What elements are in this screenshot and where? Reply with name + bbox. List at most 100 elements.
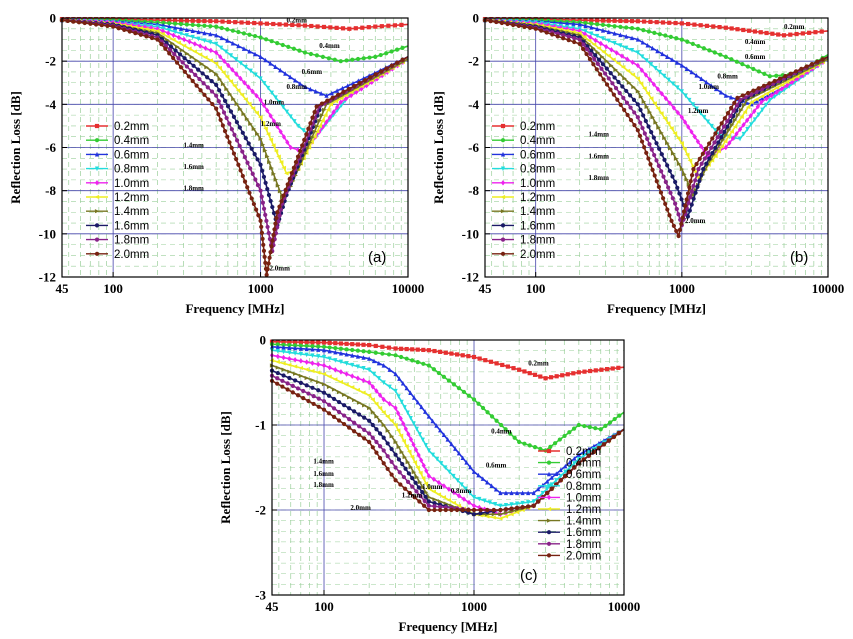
data-point [296, 123, 301, 129]
data-point [635, 89, 641, 94]
data-point [503, 514, 509, 519]
data-point [245, 20, 250, 25]
data-point [652, 152, 657, 158]
curve-annotation: 1.6mm [183, 163, 204, 171]
data-point [565, 372, 570, 377]
data-point [332, 57, 337, 62]
data-point [532, 372, 538, 377]
data-point [531, 499, 536, 504]
data-point [595, 33, 600, 39]
data-point [314, 129, 320, 134]
data-point [638, 107, 643, 112]
data-point [262, 81, 267, 86]
data-point [728, 119, 733, 124]
data-point [735, 119, 741, 124]
data-point [752, 29, 758, 34]
data-point [582, 369, 587, 374]
data-point [189, 54, 195, 60]
series-line-0.4mm [271, 343, 625, 452]
data-point [331, 396, 337, 402]
data-point [728, 113, 733, 119]
legend-marker [500, 151, 506, 157]
data-point [494, 418, 499, 423]
data-point [675, 136, 681, 141]
data-point [583, 18, 588, 23]
data-point [485, 410, 490, 415]
curve-annotation: 2.0mm [350, 504, 371, 512]
data-point [488, 19, 493, 24]
data-point [630, 59, 635, 66]
data-point [367, 343, 372, 348]
data-point [613, 67, 618, 72]
data-point [287, 375, 292, 381]
data-point [491, 507, 496, 513]
data-point [745, 90, 751, 96]
data-point [650, 45, 655, 51]
data-point [269, 90, 274, 96]
data-point [679, 166, 685, 172]
data-point [591, 62, 596, 67]
data-point [661, 196, 666, 201]
data-point [671, 223, 676, 229]
data-point [416, 452, 421, 458]
data-point [728, 94, 734, 100]
data-point [639, 139, 645, 144]
data-point [218, 54, 223, 60]
data-point [196, 67, 201, 72]
data-point [554, 478, 559, 483]
data-point [284, 171, 289, 176]
data-point [704, 79, 709, 85]
legend-marker [94, 251, 100, 256]
data-point [426, 495, 432, 500]
data-point [729, 26, 734, 31]
data-point [321, 390, 327, 395]
data-point [205, 75, 210, 80]
data-point [321, 362, 327, 369]
data-point [214, 72, 219, 77]
data-point [264, 37, 269, 42]
data-point [258, 115, 263, 120]
data-point [338, 59, 343, 64]
data-point [376, 360, 381, 366]
data-point [177, 52, 183, 57]
data-point [679, 114, 684, 120]
data-point [370, 445, 375, 450]
data-point [184, 18, 189, 23]
data-point [644, 150, 649, 155]
data-point [410, 476, 415, 481]
data-point [254, 93, 259, 99]
data-point [422, 498, 427, 504]
data-point [182, 69, 187, 74]
data-point [759, 99, 764, 105]
data-point [599, 367, 604, 372]
data-point [538, 374, 543, 379]
data-point [179, 48, 185, 53]
legend: 0.2mm0.4mm0.6mm0.8mm1.0mm1.2mm1.4mm1.6mm… [86, 121, 149, 261]
data-point [410, 358, 415, 363]
data-point [588, 52, 593, 57]
data-point [297, 81, 303, 86]
data-point [589, 18, 594, 23]
data-point [587, 57, 593, 62]
data-point [606, 53, 611, 58]
data-point [225, 134, 230, 139]
y-tick-label: -12 [462, 270, 479, 285]
data-point [366, 25, 371, 30]
data-point [673, 201, 678, 206]
legend-marker [546, 494, 552, 501]
data-point [432, 497, 437, 502]
data-point [316, 380, 321, 385]
data-point [196, 29, 201, 35]
data-point [624, 100, 630, 105]
chart-panel-c: 0.2mm0.4mm0.6mm0.8mm1.0mm1.2mm1.4mm1.6mm… [218, 333, 640, 635]
data-point [794, 31, 799, 37]
data-point [288, 74, 293, 80]
data-point [604, 66, 609, 71]
data-point [618, 102, 623, 107]
data-point [595, 18, 600, 23]
data-point [283, 71, 288, 76]
data-point [250, 88, 255, 95]
data-point [355, 375, 360, 381]
data-point [679, 37, 684, 42]
data-point [749, 101, 754, 107]
